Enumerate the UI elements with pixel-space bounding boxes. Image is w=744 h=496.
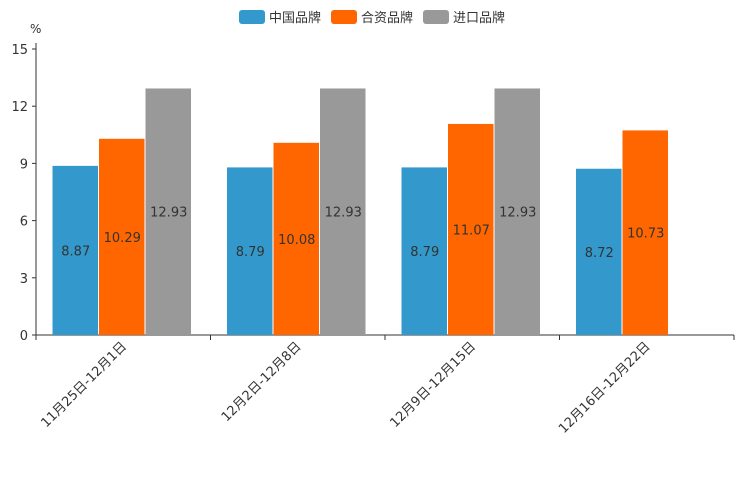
bar-value-label: 8.72: [585, 246, 614, 261]
bar: [99, 138, 145, 335]
bar: [52, 165, 98, 335]
bar: [273, 142, 319, 335]
legend-swatch-joint-venture: [330, 9, 357, 24]
bar-value-label: 12.93: [499, 206, 536, 221]
bar: [494, 88, 540, 335]
legend-item-import[interactable]: 进口品牌: [423, 7, 505, 26]
legend-swatch-china: [238, 9, 265, 24]
x-tick-label: 12月9日-12月15日: [387, 339, 479, 431]
legend-label-joint-venture: 合资品牌: [360, 11, 413, 26]
legend-item-joint-venture[interactable]: 合资品牌: [330, 7, 413, 26]
y-axis-unit: %: [30, 22, 42, 36]
bar-value-label: 8.79: [410, 245, 439, 260]
bar: [448, 123, 494, 335]
bar-value-label: 10.29: [104, 231, 141, 246]
x-tick-label: 12月2日-12月8日: [219, 339, 305, 425]
y-tick-label: 9: [20, 157, 28, 172]
bar: [320, 88, 366, 335]
bar: [576, 168, 622, 335]
y-tick-label: 0: [20, 329, 28, 344]
y-tick-label: 6: [20, 215, 28, 230]
bar: [227, 167, 273, 335]
legend-label-import: 进口品牌: [453, 11, 506, 26]
y-tick-label: 15: [11, 43, 28, 58]
bar-value-label: 12.93: [150, 206, 187, 221]
legend-item-china[interactable]: 中国品牌: [238, 7, 321, 26]
bar: [145, 88, 191, 335]
bar-value-label: 10.08: [278, 233, 315, 248]
y-tick-label: 3: [20, 272, 28, 287]
y-tick-label: 12: [11, 100, 28, 115]
x-tick-label: 11月25日-12月1日: [38, 339, 130, 431]
legend-swatch-import: [423, 9, 449, 24]
chart-legend: 中国品牌 合资品牌 进口品牌: [0, 7, 744, 26]
bar: [401, 167, 447, 335]
bar-value-label: 10.73: [627, 227, 664, 242]
bar: [622, 130, 668, 335]
bar-value-label: 12.93: [325, 206, 362, 221]
bar-value-label: 8.87: [61, 244, 90, 259]
legend-label-china: 中国品牌: [268, 11, 321, 26]
bar-value-label: 8.79: [236, 245, 265, 260]
x-tick-label: 12月16日-12月22日: [556, 339, 653, 436]
bar-value-label: 11.07: [453, 223, 490, 238]
